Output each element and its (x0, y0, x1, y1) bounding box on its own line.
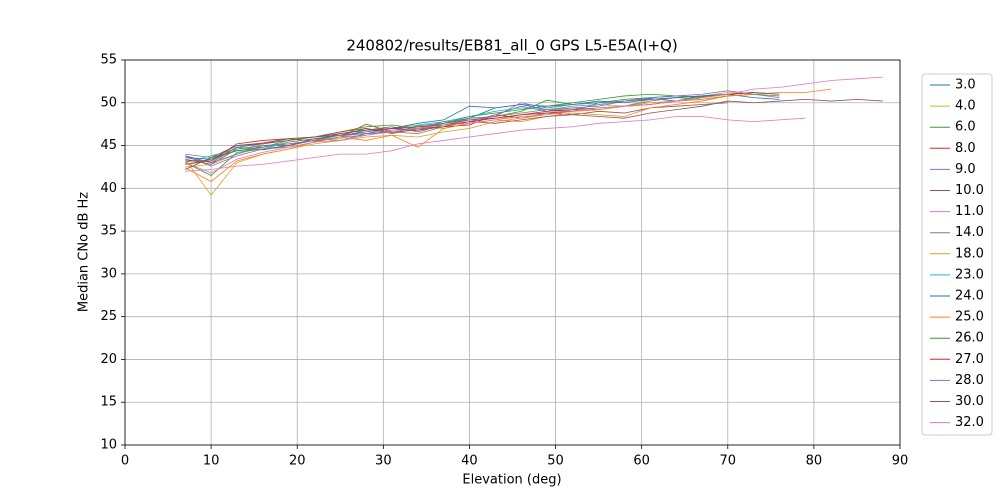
x-axis-label: Elevation (deg) (462, 473, 561, 488)
legend-label: 18.0 (955, 246, 984, 261)
x-tick-label: 50 (547, 454, 564, 469)
grid: 0 10 20 30 40 50 60 70 80 90 10 15 20 25 30 35 40 45 50 55 (100, 53, 908, 469)
legend-label: 26.0 (955, 331, 984, 346)
series-line (185, 116, 806, 172)
x-tick-label: 30 (375, 454, 392, 469)
x-tick-label: 90 (892, 454, 909, 469)
series-line (185, 98, 883, 165)
legend-label: 23.0 (955, 267, 984, 282)
plot-frame (124, 59, 901, 446)
legend-label: 30.0 (955, 394, 984, 409)
y-tick-label: 40 (100, 181, 117, 196)
x-tick-label: 10 (203, 454, 220, 469)
legend-label: 28.0 (955, 373, 984, 388)
series-line (185, 92, 780, 167)
y-tick-label: 35 (100, 224, 117, 239)
legend-label: 32.0 (955, 415, 984, 430)
series-line (185, 90, 780, 164)
plot-lines (184, 76, 883, 196)
series-line (185, 93, 780, 158)
legend-label: 14.0 (955, 225, 984, 240)
legend-label: 11.0 (955, 204, 984, 219)
legend-label: 8.0 (955, 141, 976, 156)
series-line (185, 88, 832, 182)
y-tick-label: 50 (100, 95, 117, 110)
series-line (185, 92, 754, 160)
series-line (185, 93, 780, 164)
x-tick-label: 80 (806, 454, 823, 469)
y-tick-label: 45 (100, 138, 117, 153)
legend-label: 25.0 (955, 310, 984, 325)
legend-label: 10.0 (955, 183, 984, 198)
legend-box (921, 73, 993, 436)
legend: 3.0 4.0 6.0 8.0 9.0 10.0 11.0 14.0 18.0 23.0 24.0 2… (930, 78, 984, 430)
y-tick-label: 30 (100, 266, 117, 281)
chart-title: 240802/results/EB81_all_0 GPS L5-E5A(I+Q… (346, 37, 677, 56)
legend-label: 27.0 (955, 352, 984, 367)
x-tick-label: 60 (633, 454, 650, 469)
x-tick-label: 70 (720, 454, 737, 469)
y-axis-label: Median CNo dB Hz (77, 192, 92, 312)
x-tick-label: 40 (461, 454, 478, 469)
y-tick-label: 15 (100, 395, 117, 410)
legend-label: 24.0 (955, 289, 984, 304)
y-tick-label: 55 (100, 53, 117, 68)
y-tick-label: 20 (100, 352, 117, 367)
legend-label: 9.0 (955, 162, 976, 177)
series-line (185, 102, 728, 165)
series-line (185, 76, 883, 174)
x-tick-label: 0 (121, 454, 129, 469)
series-line (185, 92, 780, 165)
legend-label: 3.0 (955, 78, 976, 93)
y-tick-label: 25 (100, 309, 117, 324)
x-tick-label: 20 (289, 454, 306, 469)
legend-label: 6.0 (955, 120, 976, 135)
legend-label: 4.0 (955, 99, 976, 114)
y-tick-label: 10 (100, 438, 117, 453)
